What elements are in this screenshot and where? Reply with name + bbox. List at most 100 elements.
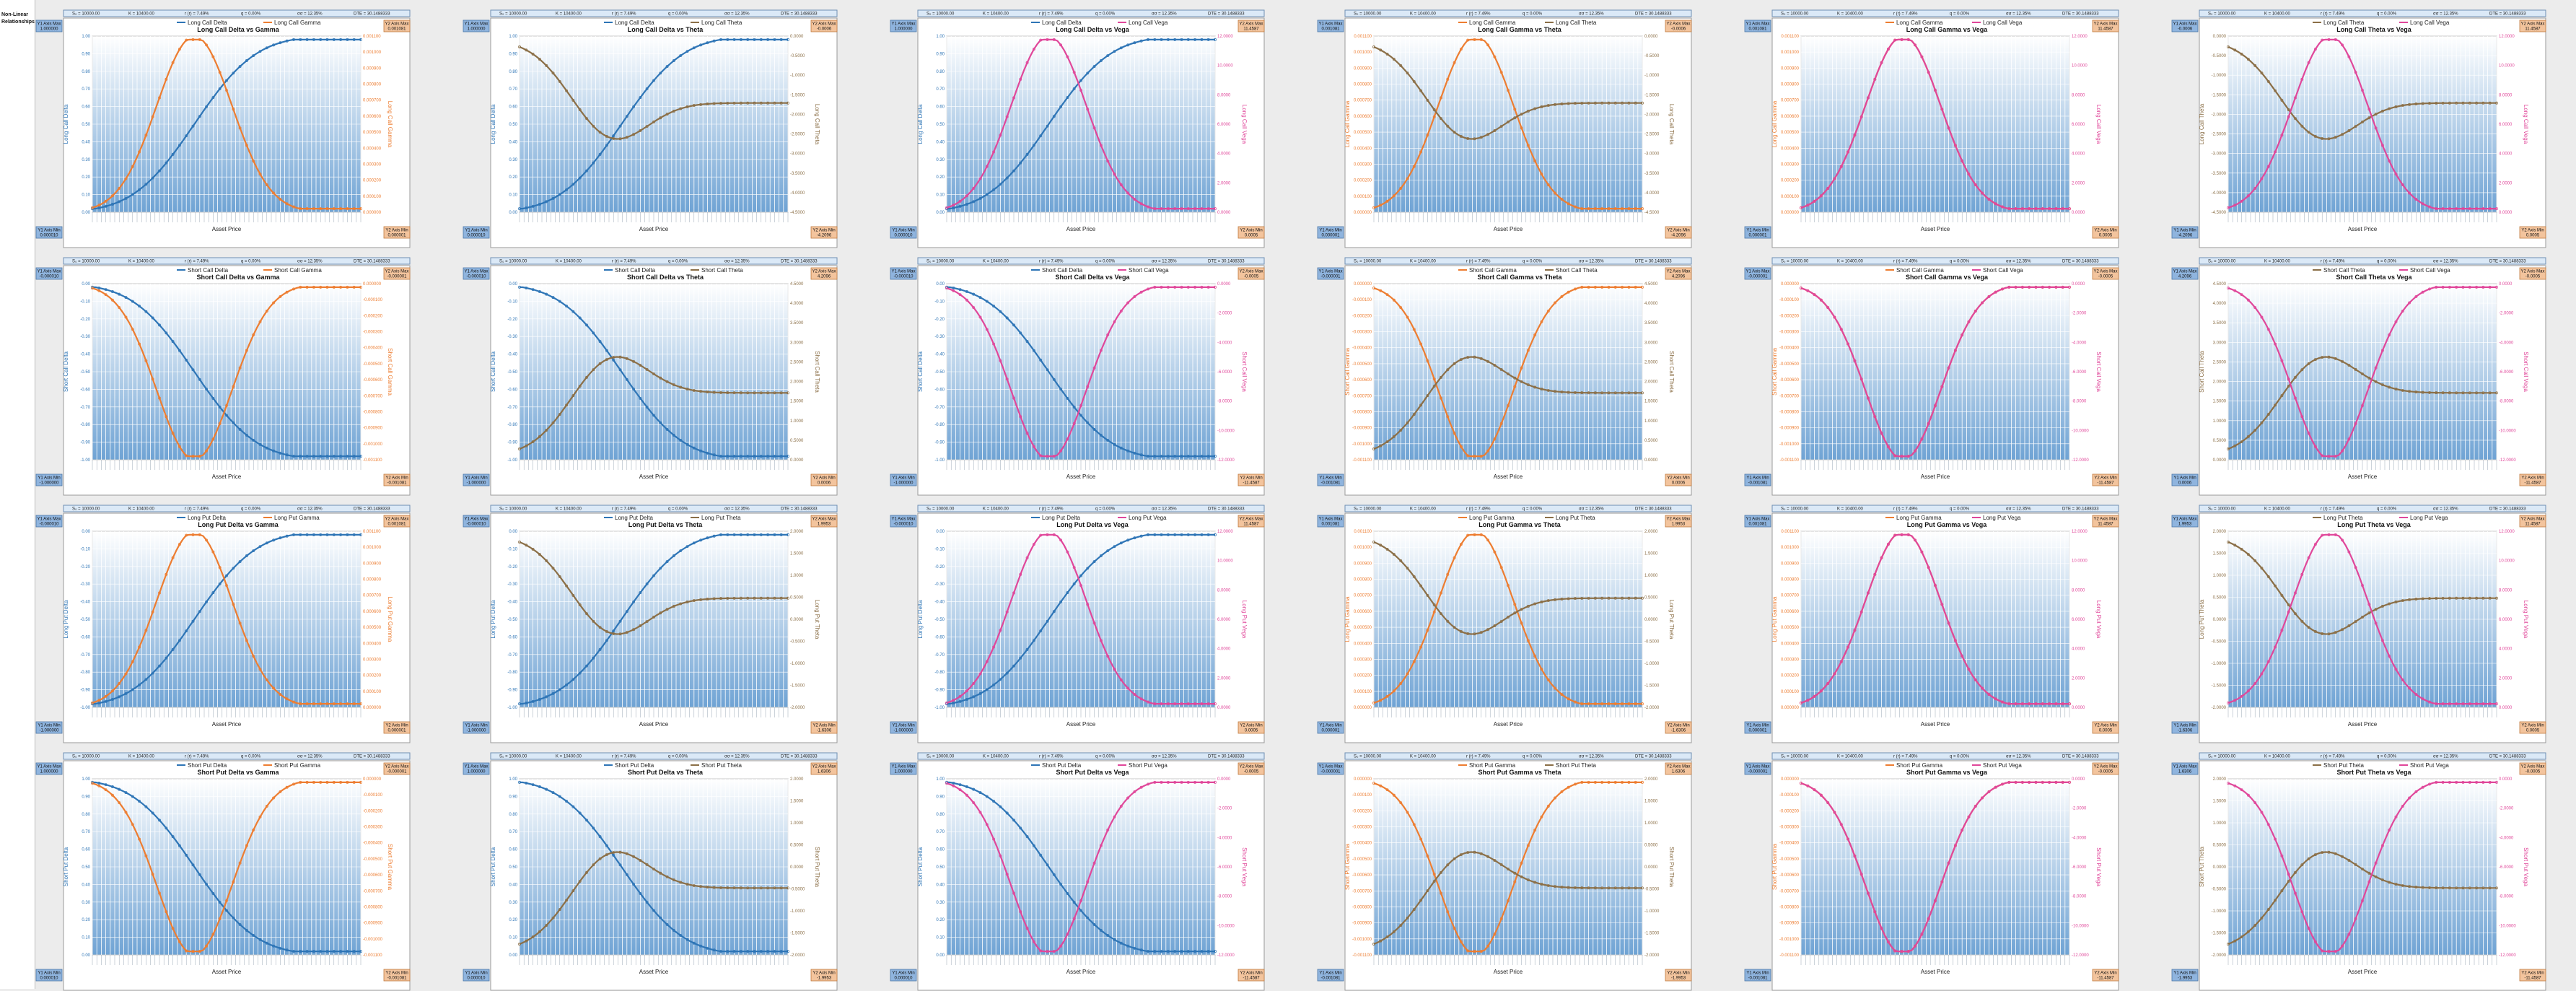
y2-tick-label: -8.0000: [2072, 400, 2087, 404]
y2-tick-label: 1.5000: [1644, 400, 1658, 404]
y2-tick-label: -0.001000: [363, 938, 383, 942]
y1-tick-label: 0.00: [509, 530, 517, 534]
y2-axis-max-label: Y2 Axis Max: [2093, 518, 2117, 522]
y2-axis-min-value: 0.0005: [2526, 234, 2540, 238]
y2-axis-min-label: Y2 Axis Min: [2521, 229, 2544, 233]
y1-tick-label: 0.00: [509, 282, 517, 287]
y1-tick-label: -0.000400: [1779, 346, 1800, 351]
param-sigma: σσ = 12.35%: [1579, 260, 1604, 264]
param-s0: S₀ = 10000.00: [72, 260, 100, 264]
x-axis-label: Asset Price: [639, 473, 669, 480]
y1-tick-label: 1.00: [509, 35, 517, 39]
y1-tick-label: 0.00: [82, 530, 90, 534]
y2-tick-label: -0.000400: [363, 842, 383, 846]
y2-tick-label: -2.5000: [790, 133, 805, 137]
x-axis-label: Asset Price: [2348, 473, 2378, 480]
sidebar-title-line1: Non-Linear: [1, 12, 33, 19]
y2-tick-label: 0.0000: [1644, 35, 1658, 39]
chart-title: Long Put Delta vs Gamma: [198, 521, 279, 528]
y2-axis-min-label: Y2 Axis Min: [2521, 476, 2544, 481]
y2-tick-label: -0.5000: [1644, 54, 1660, 58]
y1-axis-label: Long Call Delta: [917, 104, 924, 144]
y1-tick-label: 0.40: [82, 883, 90, 887]
y2-tick-label: -2.0000: [2499, 312, 2514, 316]
y1-tick-label: -0.50: [934, 618, 945, 622]
y1-tick-label: 3.5000: [2213, 321, 2227, 326]
y2-tick-label: -3.5000: [1644, 172, 1660, 176]
y2-tick-label: 1.5000: [1644, 552, 1658, 556]
chart-title: Short Call Gamma vs Vega: [1906, 274, 1989, 281]
y2-axis-max-label: Y2 Axis Max: [1239, 518, 1263, 522]
y2-tick-label: 0.001000: [363, 51, 382, 55]
y2-tick-label: 8.0000: [2072, 93, 2085, 97]
y2-tick-label: -1.0000: [790, 662, 805, 666]
y1-axis-max-label: Y1 Axis Max: [2173, 518, 2196, 522]
param-r: r (r) = 7.49%: [2321, 260, 2345, 264]
y1-tick-label: -0.000200: [1352, 314, 1372, 318]
y2-axis-max-value: 11.4587: [2098, 27, 2113, 32]
y1-tick-label: -0.90: [80, 689, 90, 693]
y2-axis-min-label: Y2 Axis Min: [1240, 476, 1262, 481]
param-dte: DTE = 30.1488333: [2062, 507, 2099, 512]
y2-tick-label: 4.0000: [2072, 152, 2085, 157]
y2-tick-label: 4.0000: [2499, 152, 2513, 157]
param-q: q = 0.00%: [1095, 507, 1116, 512]
y1-tick-label: 0.000000: [1781, 282, 1800, 287]
y2-axis-max-value: 1.9953: [818, 523, 831, 527]
y2-tick-label: 0.001100: [363, 35, 381, 39]
y2-axis-min-label: Y2 Axis Min: [385, 724, 408, 728]
y1-tick-label: -1.0000: [2212, 662, 2227, 666]
y2-tick-label: 3.0000: [1644, 341, 1658, 345]
y2-tick-label: 4.0000: [1217, 152, 1231, 157]
y2-axis-min-value: 0.0005: [2099, 729, 2113, 733]
y1-tick-label: -1.5000: [2212, 684, 2227, 689]
y2-tick-label: 0.000300: [363, 658, 382, 662]
param-r: r (r) = 7.49%: [1466, 260, 1491, 264]
y1-axis-min-value: -1.000000: [39, 729, 59, 733]
param-dte: DTE = 30.1488333: [1208, 12, 1245, 17]
y1-tick-label: 0.000600: [1781, 610, 1800, 614]
y2-tick-label: -0.000800: [363, 410, 383, 414]
y1-axis-label: Short Call Gamma: [1771, 348, 1778, 396]
y1-tick-label: -1.00: [507, 458, 517, 463]
y2-tick-label: 2.0000: [2499, 181, 2513, 185]
y1-tick-label: 0.40: [82, 140, 90, 144]
y2-tick-label: 12.0000: [1217, 35, 1233, 39]
y2-tick-label: -4.5000: [1644, 211, 1660, 215]
param-r: r (r) = 7.49%: [185, 12, 209, 17]
param-s0: S₀ = 10000.00: [499, 507, 527, 512]
y2-axis-max-label: Y2 Axis Max: [812, 22, 836, 27]
y1-tick-label: -4.0000: [2212, 191, 2227, 196]
y2-axis-max-label: Y2 Axis Max: [1666, 22, 1690, 27]
param-s0: S₀ = 10000.00: [72, 755, 100, 759]
y1-tick-label: 0.001100: [1781, 35, 1799, 39]
y2-axis-max-value: -0.0006: [1671, 27, 1686, 32]
y2-tick-label: 0.000400: [363, 147, 382, 151]
y1-tick-label: -0.000200: [1779, 314, 1800, 318]
param-s0: S₀ = 10000.00: [1781, 507, 1809, 512]
y2-tick-label: 8.0000: [1217, 588, 1231, 593]
y2-tick-label: 0.001100: [363, 530, 381, 534]
y1-axis-max-value: 1.9953: [2178, 523, 2192, 527]
param-q: q = 0.00%: [668, 507, 688, 512]
y1-tick-label: 0.000900: [1781, 66, 1800, 71]
y2-tick-label: 0.0000: [790, 458, 804, 463]
y2-tick-label: 0.000400: [363, 642, 382, 646]
y2-tick-label: -6.0000: [2072, 370, 2087, 375]
y1-tick-label: -0.000900: [1352, 427, 1372, 431]
param-q: q = 0.00%: [241, 507, 261, 512]
y2-tick-label: 0.0000: [1217, 282, 1231, 287]
y1-tick-label: -0.60: [80, 388, 90, 392]
y1-tick-label: -0.70: [80, 406, 90, 410]
y1-axis-label: Long Call Theta: [2199, 103, 2205, 144]
y1-tick-label: 0.60: [82, 848, 90, 852]
sidebar-title-line2: Relationships: [1, 19, 33, 26]
y2-tick-label: -0.000900: [363, 922, 383, 926]
y1-tick-label: 1.5000: [2213, 552, 2227, 556]
y1-tick-label: -0.10: [934, 547, 945, 551]
y1-tick-label: -0.001100: [1779, 458, 1799, 463]
y2-axis-min-value: 0.000001: [387, 234, 406, 238]
y1-tick-label: 0.000500: [1781, 626, 1800, 630]
